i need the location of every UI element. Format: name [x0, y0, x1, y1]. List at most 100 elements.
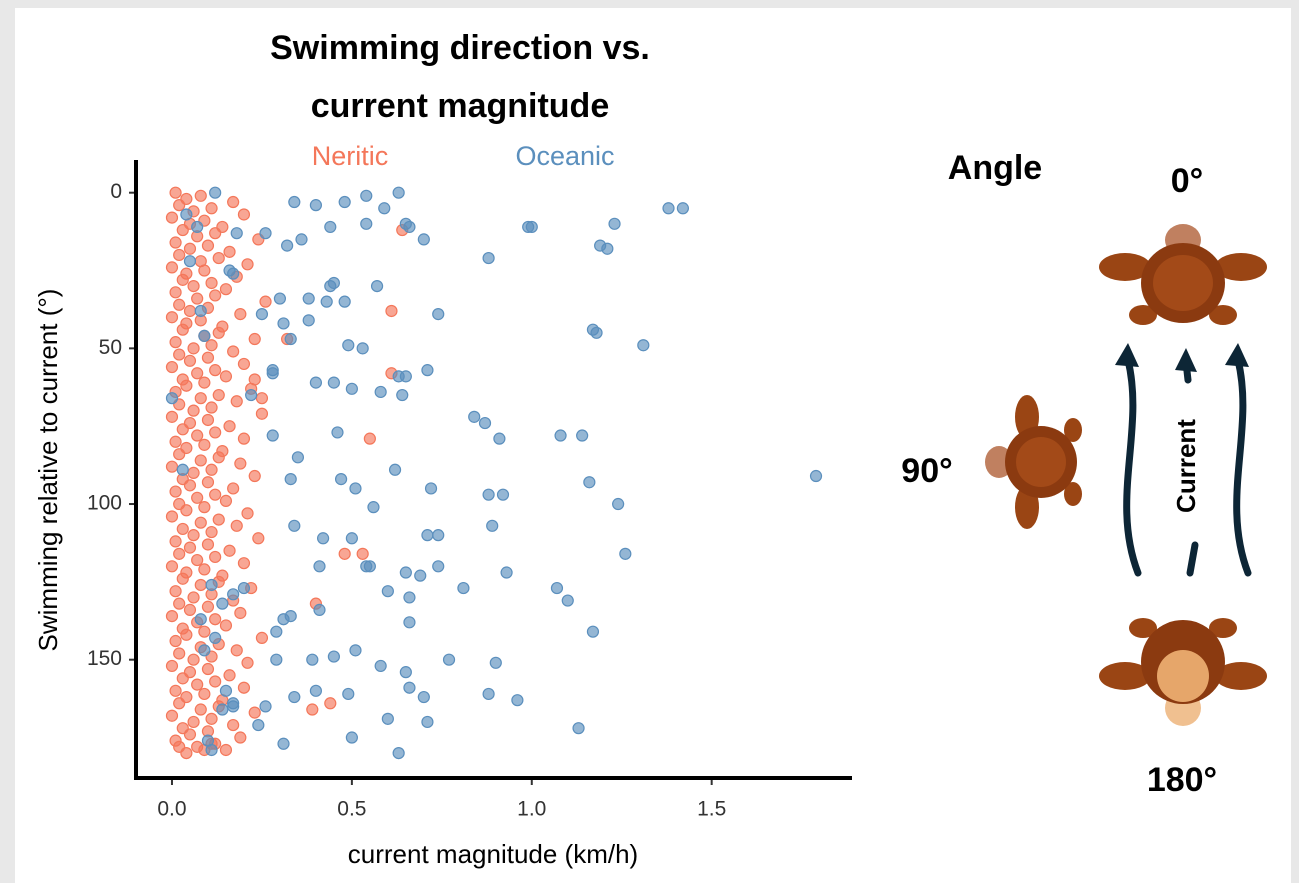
scatter-point [237, 432, 251, 445]
scatter-point [219, 684, 233, 697]
scatter-point [511, 694, 524, 707]
scatter-point [165, 410, 179, 423]
scatter-point [223, 544, 236, 557]
scatter-point [356, 547, 369, 560]
scatter-point [442, 653, 456, 666]
scatter-point [370, 279, 384, 293]
scatter-point [198, 264, 211, 277]
scatter-point [169, 485, 182, 498]
scatter-point [500, 566, 513, 579]
scatter-point [165, 659, 179, 673]
scatter-point [194, 516, 207, 529]
scatter-point [223, 245, 236, 258]
scatter-point [187, 279, 200, 293]
scatter-point [176, 223, 189, 237]
scatter-point [676, 202, 689, 215]
scatter-point [216, 597, 229, 610]
scatter-point [169, 435, 182, 448]
scatter-point [219, 370, 233, 383]
scatter-point [212, 326, 225, 339]
scatter-point [173, 547, 186, 560]
scatter-point [209, 488, 222, 501]
x-tick-label: 0.5 [337, 798, 366, 821]
scatter-point [234, 457, 247, 470]
scatter-point [198, 687, 211, 701]
scatter-point [198, 329, 211, 343]
scatter-point [176, 463, 189, 476]
scatter-point [183, 728, 197, 741]
scatter-point [421, 715, 434, 729]
scatter-point [363, 560, 376, 573]
scatter-point [219, 743, 233, 757]
scatter-point [216, 703, 229, 716]
scatter-point [237, 557, 251, 570]
scatter-point [191, 429, 204, 442]
scatter-point [180, 628, 193, 641]
scatter-point [327, 650, 340, 663]
scatter-point [349, 644, 362, 657]
scatter-point [165, 360, 179, 374]
scatter-point [612, 497, 625, 511]
scatter-point [601, 242, 614, 255]
scatter-point [191, 491, 204, 504]
scatter-point [302, 314, 315, 327]
scatter-point [165, 709, 179, 722]
scatter-point [205, 578, 218, 592]
scatter-point [295, 233, 308, 246]
scatter-point [187, 466, 200, 479]
scatter-point [201, 538, 215, 551]
scatter-point [662, 202, 675, 215]
scatter-point [241, 258, 254, 271]
scatter-point [183, 242, 197, 255]
scatter-point [234, 308, 247, 321]
diagram: Angle 0° 90° 180° Current [901, 149, 1267, 799]
angle-label: 0° [1171, 162, 1204, 200]
scatter-point [183, 541, 197, 554]
scatter-point [201, 239, 215, 252]
scatter-point [309, 199, 322, 212]
scatter-point [302, 292, 315, 305]
scatter-point [403, 616, 416, 629]
scatter-point [187, 529, 200, 542]
y-tick-label: 0 [110, 180, 122, 203]
scatter-point [392, 370, 405, 383]
scatter-point [385, 304, 398, 318]
scatter-point [248, 373, 261, 386]
scatter-point [248, 332, 261, 346]
scatter-point [237, 357, 251, 371]
scatter-point [209, 550, 222, 564]
scatter-point [414, 569, 427, 582]
scatter-point [198, 501, 211, 514]
scatter-point [183, 255, 197, 268]
scatter-point [194, 392, 207, 405]
scatter-point [392, 746, 405, 760]
angle-label: 90° [901, 452, 952, 490]
scatter-point [342, 687, 355, 701]
scatter-point [381, 712, 394, 725]
scatter-point [482, 251, 495, 265]
scatter-point [201, 351, 215, 364]
scatter-point [223, 420, 236, 433]
scatter-point [227, 700, 240, 713]
scatter-point [187, 404, 200, 417]
scatter-point [388, 463, 402, 476]
scatter-point [173, 199, 186, 212]
scatter-point [266, 367, 279, 380]
scatter-point [209, 227, 222, 240]
scatter-point [331, 426, 344, 439]
scatter-point [586, 625, 600, 638]
scatter-point [392, 186, 405, 199]
scatter-point [227, 482, 240, 495]
scatter-point [284, 473, 297, 486]
scatter-point [227, 588, 240, 601]
scatter-point [194, 189, 207, 202]
scatter-point [309, 684, 322, 697]
scatter-point [201, 413, 215, 427]
scatter-point [360, 189, 373, 202]
scatter-point [227, 718, 240, 732]
scatter-point [255, 631, 269, 644]
scatter-point [169, 535, 182, 548]
scatter-point [176, 672, 189, 685]
scatter-point [187, 715, 200, 729]
scatter-point [306, 653, 319, 666]
